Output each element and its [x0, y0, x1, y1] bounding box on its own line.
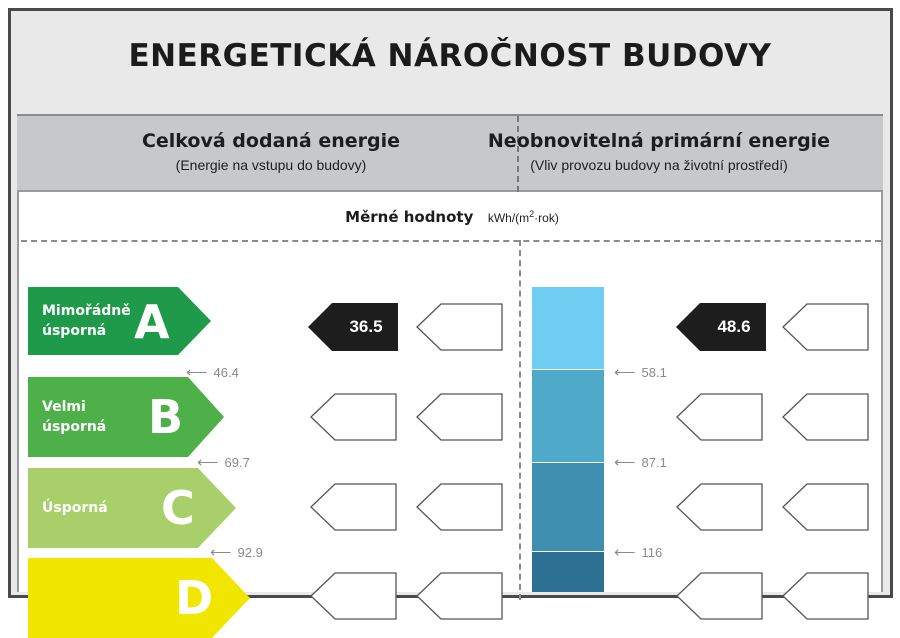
class-b-label-line2: úsporná — [42, 419, 107, 435]
threshold-arrow-icon: ⟵ — [210, 544, 232, 561]
class-c-label: Úsporná — [42, 498, 108, 518]
unit-prefix: kWh/(m — [487, 211, 530, 225]
empty-tag — [782, 303, 870, 356]
page-title: ENERGETICKÁ NÁROČNOST BUDOVY — [128, 38, 772, 74]
threshold-arrow-icon: ⟵ — [197, 454, 219, 471]
right-column-heading: Neobnovitelná primární energie — [487, 130, 831, 152]
threshold-arrow-icon: ⟵ — [186, 364, 208, 381]
class-d-letter: D — [175, 571, 214, 625]
empty-tag — [782, 483, 870, 536]
left-threshold-cd: ⟵ 92.9 — [210, 543, 263, 561]
left-threshold-ab-value: 46.4 — [213, 365, 239, 380]
empty-tag — [310, 483, 398, 536]
class-c-letter: C — [161, 481, 195, 535]
left-column-heading: Celková dodaná energie — [141, 130, 401, 152]
primary-bar-segment-d — [532, 552, 604, 592]
class-arrow-d — [28, 558, 250, 638]
left-threshold-ab: ⟵ 46.4 — [186, 363, 239, 381]
empty-tag — [782, 393, 870, 446]
units-text: kWh/(m2·rok) — [487, 209, 559, 225]
left-threshold-bc: ⟵ 69.7 — [197, 453, 250, 471]
value-tag-arrow — [676, 303, 766, 351]
class-b-letter: B — [148, 390, 184, 444]
threshold-arrow-icon: ⟵ — [614, 544, 636, 561]
right-threshold-cd: ⟵ 116 — [614, 543, 662, 561]
empty-tag — [416, 393, 504, 446]
primary-bar-segment-a — [532, 287, 604, 369]
left-value-tag: 36.5 — [308, 303, 400, 351]
left-threshold-bc-value: 69.7 — [224, 455, 250, 470]
right-threshold-ab-value: 58.1 — [641, 365, 667, 380]
right-threshold-cd-value: 116 — [641, 545, 663, 560]
threshold-arrow-icon: ⟵ — [614, 364, 636, 381]
unit-exponent: 2 — [529, 209, 535, 219]
left-column-header: Celková dodaná energie (Energie na vstup… — [61, 130, 481, 173]
class-band-b: Velmi úsporná B — [28, 377, 226, 457]
units-row: Měrné hodnoty kWh/(m2·rok) — [19, 208, 885, 227]
empty-tag — [310, 393, 398, 446]
class-c-label-line1: Úsporná — [42, 500, 108, 516]
left-threshold-cd-value: 92.9 — [237, 545, 263, 560]
class-a-label-line1: Mimořádně — [42, 303, 131, 319]
class-band-a: Mimořádně úsporná A — [28, 287, 213, 355]
right-threshold-bc: ⟵ 87.1 — [614, 453, 667, 471]
right-column-header: Neobnovitelná primární energie (Vliv pro… — [449, 130, 869, 173]
class-arrow-b — [28, 377, 224, 457]
empty-tag — [676, 393, 764, 446]
left-column-subheading: (Energie na vstupu do budovy) — [175, 157, 367, 173]
units-divider — [21, 240, 881, 242]
column-divider — [519, 240, 521, 600]
empty-tag — [416, 483, 504, 536]
units-label: Měrné hodnoty — [345, 208, 474, 226]
class-a-label-line2: úsporná — [42, 323, 107, 339]
class-band-d: D — [28, 558, 253, 638]
left-value: 36.5 — [349, 317, 383, 336]
class-a-letter: A — [134, 295, 170, 349]
class-band-c: Úsporná C — [28, 468, 238, 548]
right-value-tag: 48.6 — [676, 303, 768, 351]
right-threshold-ab: ⟵ 58.1 — [614, 363, 667, 381]
class-arrow-a — [28, 287, 211, 355]
column-header-band: Celková dodaná energie (Energie na vstup… — [17, 114, 883, 192]
class-b-label-line1: Velmi — [42, 399, 86, 415]
empty-tag — [416, 303, 504, 356]
primary-bar-segment-c — [532, 463, 604, 551]
right-column-subheading: (Vliv provozu budovy na životní prostřed… — [530, 157, 788, 173]
value-tag-arrow — [308, 303, 398, 351]
primary-bar-segment-b — [532, 370, 604, 462]
header-divider — [517, 116, 519, 192]
class-arrow-c — [28, 468, 236, 548]
class-a-label: Mimořádně úsporná — [42, 301, 131, 341]
right-value: 48.6 — [717, 317, 751, 336]
empty-tag — [676, 483, 764, 536]
right-threshold-bc-value: 87.1 — [641, 455, 667, 470]
unit-suffix: ·rok) — [534, 211, 559, 225]
class-b-label: Velmi úsporná — [42, 397, 106, 437]
threshold-arrow-icon: ⟵ — [614, 454, 636, 471]
